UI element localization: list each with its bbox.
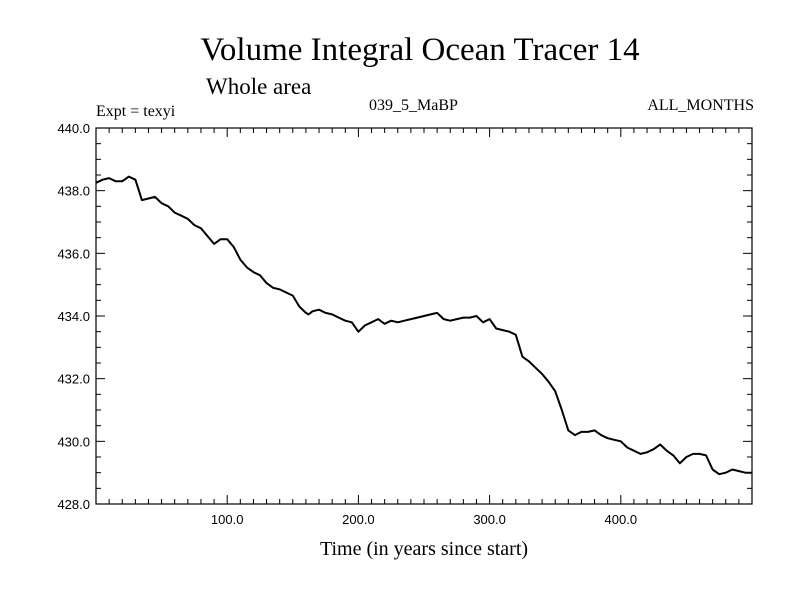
months-label: ALL_MONTHS [647,97,754,114]
chart-subtitle: Whole area [206,74,312,99]
y-tick-label: 440.0 [57,121,90,136]
period-label: 039_5_MaBP [369,97,458,114]
y-tick-labels: 428.0 430.0 432.0 434.0 436.0 438.0 440.0 [57,121,90,512]
x-tick-labels: 100.0 200.0 300.0 400.0 [211,512,637,527]
tick-marks [96,128,752,504]
y-tick-label: 436.0 [57,246,90,261]
x-tick-label: 200.0 [342,512,375,527]
experiment-label: Expt = texyi [96,103,176,120]
y-tick-label: 432.0 [57,372,90,387]
series-line [95,175,752,476]
y-tick-label: 438.0 [57,184,90,199]
chart-title: Volume Integral Ocean Tracer 14 [200,32,640,68]
x-tick-label: 300.0 [473,512,506,527]
x-axis-label: Time (in years since start) [320,538,528,560]
x-tick-label: 400.0 [605,512,638,527]
y-tick-label: 428.0 [57,497,90,512]
y-tick-label: 434.0 [57,309,90,324]
y-tick-label: 430.0 [57,434,90,449]
x-tick-label: 100.0 [211,512,244,527]
